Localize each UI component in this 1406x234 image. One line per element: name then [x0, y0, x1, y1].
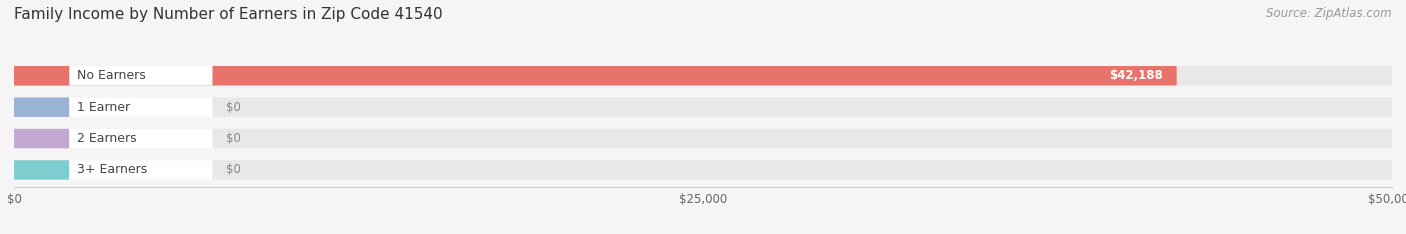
- FancyBboxPatch shape: [14, 66, 1177, 85]
- FancyBboxPatch shape: [14, 66, 69, 85]
- FancyBboxPatch shape: [14, 66, 1392, 85]
- Text: No Earners: No Earners: [77, 69, 146, 82]
- Text: 3+ Earners: 3+ Earners: [77, 163, 148, 176]
- Text: $0: $0: [226, 163, 240, 176]
- FancyBboxPatch shape: [14, 97, 212, 117]
- FancyBboxPatch shape: [14, 129, 1392, 148]
- FancyBboxPatch shape: [14, 66, 212, 85]
- Text: $0: $0: [226, 132, 240, 145]
- FancyBboxPatch shape: [14, 97, 1392, 117]
- Text: Source: ZipAtlas.com: Source: ZipAtlas.com: [1267, 7, 1392, 20]
- FancyBboxPatch shape: [14, 160, 69, 180]
- FancyBboxPatch shape: [14, 129, 212, 148]
- Text: Family Income by Number of Earners in Zip Code 41540: Family Income by Number of Earners in Zi…: [14, 7, 443, 22]
- FancyBboxPatch shape: [14, 97, 69, 117]
- Text: 1 Earner: 1 Earner: [77, 101, 131, 114]
- FancyBboxPatch shape: [14, 160, 1392, 180]
- FancyBboxPatch shape: [14, 129, 69, 148]
- FancyBboxPatch shape: [14, 160, 212, 180]
- Text: 2 Earners: 2 Earners: [77, 132, 136, 145]
- Text: $0: $0: [226, 101, 240, 114]
- Text: $42,188: $42,188: [1109, 69, 1163, 82]
